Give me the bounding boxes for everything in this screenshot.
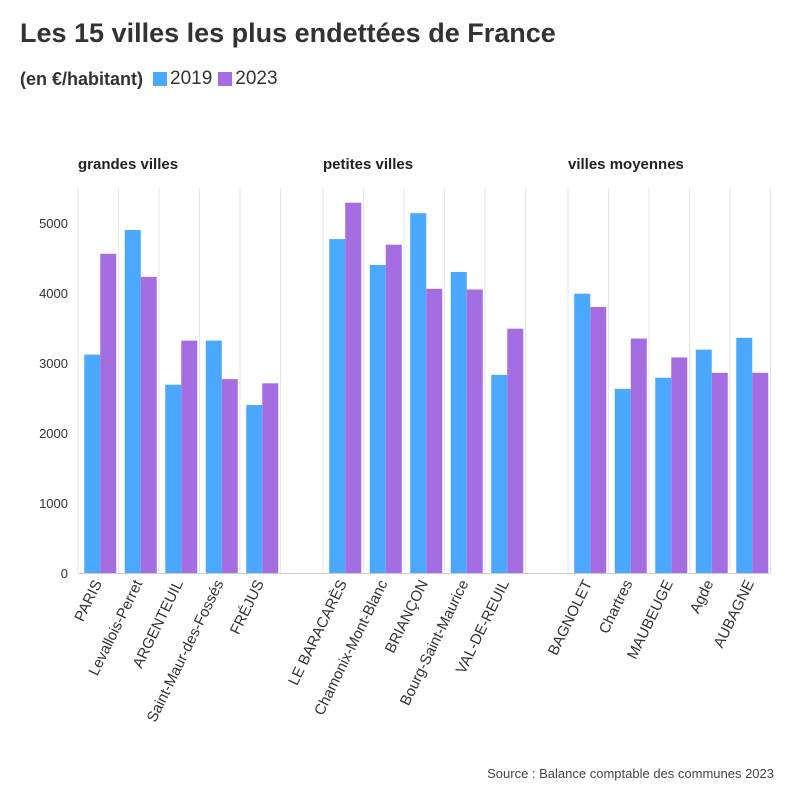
bar-2019 <box>655 377 672 573</box>
bar-2023 <box>752 372 769 573</box>
panel-title: villes moyennes <box>568 156 684 173</box>
category-label: Agde <box>687 577 718 616</box>
y-tick-label: 5000 <box>39 216 68 231</box>
category-label: PARIS <box>71 577 106 624</box>
bar-2019 <box>450 272 467 573</box>
chart-subtitle-row: (en €/habitant) 2019 2023 <box>20 67 284 91</box>
bar-2019 <box>205 340 222 573</box>
bar-2019 <box>124 230 141 573</box>
bar-2019 <box>329 239 346 573</box>
bar-2023 <box>385 244 402 573</box>
panel-title: grandes villes <box>78 156 178 173</box>
chart-title: Les 15 villes les plus endettées de Fran… <box>20 18 556 48</box>
bar-2019 <box>369 265 386 573</box>
bar-2019 <box>695 349 712 573</box>
legend-label-2019: 2019 <box>170 68 213 89</box>
category-label: Saint-Maur-des-Fossés <box>144 577 228 725</box>
y-tick-label: 0 <box>61 566 68 581</box>
bar-2023 <box>590 307 607 573</box>
legend-label-2023: 2023 <box>235 68 278 89</box>
bar-2023 <box>466 289 483 573</box>
category-label: Chartres <box>596 577 636 636</box>
bar-2019 <box>84 354 101 573</box>
bar-2023 <box>630 338 647 573</box>
category-label: Chamonix-Mont-Blanc <box>311 577 392 718</box>
bar-2019 <box>165 384 182 573</box>
unit-label: (en €/habitant) <box>20 68 144 89</box>
bar-2023 <box>100 253 117 574</box>
category-label: AUBAGNE <box>710 577 757 650</box>
bar-2023 <box>221 379 238 573</box>
y-tick-label: 3000 <box>39 356 68 371</box>
bar-2023 <box>711 372 728 573</box>
bar-2019 <box>736 337 753 573</box>
legend-swatch-2023 <box>218 72 233 86</box>
legend-item-2023: 2023 <box>218 68 278 90</box>
category-label: FRÉJUS <box>227 577 268 637</box>
category-label: BAGNOLET <box>545 577 596 658</box>
bar-2023 <box>345 202 362 573</box>
legend-swatch-2019 <box>153 72 168 86</box>
panel-title: petites villes <box>323 156 413 173</box>
y-tick-label: 4000 <box>39 286 68 301</box>
bar-2023 <box>140 276 157 573</box>
bar-2019 <box>410 213 427 573</box>
bar-2019 <box>246 405 263 573</box>
bar-2023 <box>426 288 443 573</box>
bar-2019 <box>574 293 591 573</box>
bar-2019 <box>614 388 631 573</box>
y-tick-label: 2000 <box>39 426 68 441</box>
bar-2023 <box>671 357 688 573</box>
bar-2019 <box>491 374 508 573</box>
bar-2023 <box>181 340 198 573</box>
legend-item-2019: 2019 <box>153 68 212 90</box>
source-note: Source : Balance comptable des communes … <box>487 766 774 781</box>
bar-2023 <box>507 328 524 573</box>
bar-2023 <box>262 383 279 573</box>
y-tick-label: 1000 <box>39 496 68 511</box>
